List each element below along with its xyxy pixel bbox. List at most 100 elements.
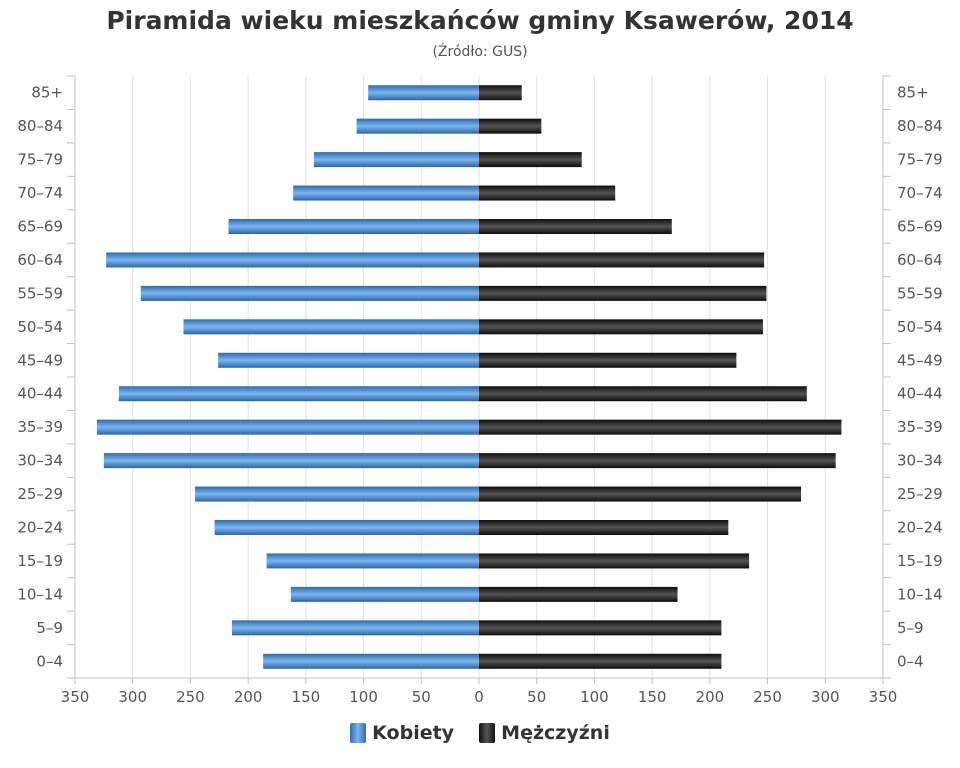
bar-women[interactable] bbox=[356, 118, 479, 134]
bar-men[interactable] bbox=[479, 319, 763, 335]
x-tick-label: 0 bbox=[474, 688, 484, 706]
bar-women[interactable] bbox=[218, 352, 480, 368]
age-group-label-right: 80–84 bbox=[897, 117, 943, 135]
x-tick-label: 200 bbox=[696, 688, 725, 706]
bar-women[interactable] bbox=[183, 319, 479, 335]
legend-label-women: Kobiety bbox=[372, 722, 455, 744]
bar-men[interactable] bbox=[479, 118, 542, 134]
bar-men[interactable] bbox=[479, 419, 842, 435]
age-group-label-left: 80–84 bbox=[17, 117, 63, 135]
age-group-label-left: 25–29 bbox=[17, 485, 63, 503]
x-tick-label: 150 bbox=[638, 688, 667, 706]
bar-men[interactable] bbox=[479, 553, 750, 569]
bar-women[interactable] bbox=[195, 486, 479, 502]
legend-swatch-women bbox=[350, 723, 367, 743]
x-tick-label: 200 bbox=[234, 688, 263, 706]
age-group-label-left: 10–14 bbox=[17, 585, 63, 603]
age-group-label-right: 50–54 bbox=[897, 318, 943, 336]
bar-men[interactable] bbox=[479, 152, 582, 168]
age-group-label-right: 10–14 bbox=[897, 585, 943, 603]
chart-subtitle: (Źródło: GUS) bbox=[432, 44, 528, 60]
age-group-label-right: 55–59 bbox=[897, 284, 943, 302]
age-group-label-left: 15–19 bbox=[17, 552, 63, 570]
bar-men[interactable] bbox=[479, 653, 722, 669]
age-group-label-left: 30–34 bbox=[17, 452, 63, 470]
age-group-label-right: 30–34 bbox=[897, 452, 943, 470]
x-tick-label: 350 bbox=[61, 688, 90, 706]
bar-men[interactable] bbox=[479, 185, 616, 201]
bar-men[interactable] bbox=[479, 453, 836, 469]
bar-women[interactable] bbox=[266, 553, 479, 569]
age-group-label-right: 65–69 bbox=[897, 218, 943, 236]
bar-men[interactable] bbox=[479, 620, 722, 636]
axes bbox=[67, 75, 891, 684]
bar-women[interactable] bbox=[140, 285, 479, 301]
bar-women[interactable] bbox=[263, 653, 479, 669]
age-group-label-right: 85+ bbox=[897, 84, 929, 102]
chart-title: Piramida wieku mieszkańców gminy Ksaweró… bbox=[106, 6, 854, 35]
x-tick-label: 50 bbox=[527, 688, 546, 706]
age-group-label-left: 45–49 bbox=[17, 351, 63, 369]
age-group-label-left: 75–79 bbox=[17, 151, 63, 169]
age-group-label-right: 75–79 bbox=[897, 151, 943, 169]
age-group-label-left: 65–69 bbox=[17, 218, 63, 236]
bar-men[interactable] bbox=[479, 219, 672, 234]
age-group-label-right: 35–39 bbox=[897, 418, 943, 436]
bar-men[interactable] bbox=[479, 252, 765, 268]
x-tick-label: 250 bbox=[753, 688, 782, 706]
age-group-label-right: 15–19 bbox=[897, 552, 943, 570]
bar-men[interactable] bbox=[479, 386, 807, 402]
bar-women[interactable] bbox=[368, 85, 479, 101]
axis-labels: 350 300 250 200 150 100 50 0 50 100 150 200 250 300 35… bbox=[17, 84, 942, 706]
age-group-label-left: 60–64 bbox=[17, 251, 63, 269]
age-group-label-left: 5–9 bbox=[36, 619, 63, 637]
x-tick-label: 250 bbox=[176, 688, 205, 706]
legend-swatch-men bbox=[479, 723, 496, 743]
bar-men[interactable] bbox=[479, 520, 729, 535]
legend-item-men[interactable]: Mężczyźni bbox=[479, 722, 610, 744]
bar-women[interactable] bbox=[313, 152, 479, 168]
age-group-label-right: 45–49 bbox=[897, 351, 943, 369]
bar-men[interactable] bbox=[479, 586, 678, 602]
legend-item-women[interactable]: Kobiety bbox=[350, 722, 454, 744]
age-group-label-right: 0–4 bbox=[897, 652, 924, 670]
age-group-label-right: 70–74 bbox=[897, 184, 943, 202]
bar-women[interactable] bbox=[214, 520, 479, 535]
age-group-label-right: 5–9 bbox=[897, 619, 924, 637]
x-tick-label: 50 bbox=[412, 688, 431, 706]
age-group-label-right: 25–29 bbox=[897, 485, 943, 503]
x-tick-label: 350 bbox=[869, 688, 898, 706]
x-tick-label: 100 bbox=[349, 688, 378, 706]
bar-men[interactable] bbox=[479, 85, 522, 101]
legend-label-men: Mężczyźni bbox=[501, 722, 610, 744]
bar-women[interactable] bbox=[231, 620, 479, 636]
age-group-label-left: 55–59 bbox=[17, 284, 63, 302]
x-tick-label: 150 bbox=[292, 688, 321, 706]
age-group-label-left: 0–4 bbox=[36, 652, 63, 670]
age-group-label-left: 35–39 bbox=[17, 418, 63, 436]
bar-men[interactable] bbox=[479, 285, 767, 301]
bar-men[interactable] bbox=[479, 352, 737, 368]
bar-women[interactable] bbox=[290, 586, 479, 602]
bar-women[interactable] bbox=[96, 419, 479, 435]
age-group-label-right: 20–24 bbox=[897, 519, 943, 537]
age-group-label-left: 85+ bbox=[31, 84, 63, 102]
bar-women[interactable] bbox=[118, 386, 479, 402]
age-group-label-left: 50–54 bbox=[17, 318, 63, 336]
bar-women[interactable] bbox=[106, 252, 479, 268]
age-group-label-right: 40–44 bbox=[897, 385, 943, 403]
age-group-label-right: 60–64 bbox=[897, 251, 943, 269]
x-tick-label: 300 bbox=[118, 688, 147, 706]
bar-women[interactable] bbox=[293, 185, 479, 201]
legend: Kobiety Mężczyźni bbox=[0, 722, 960, 747]
age-group-label-left: 70–74 bbox=[17, 184, 63, 202]
x-tick-label: 100 bbox=[580, 688, 609, 706]
x-tick-label: 300 bbox=[811, 688, 840, 706]
age-group-label-left: 40–44 bbox=[17, 385, 63, 403]
bars bbox=[96, 85, 842, 669]
bar-men[interactable] bbox=[479, 486, 802, 502]
bar-women[interactable] bbox=[228, 219, 479, 234]
age-group-label-left: 20–24 bbox=[17, 519, 63, 537]
bar-women[interactable] bbox=[103, 453, 479, 469]
